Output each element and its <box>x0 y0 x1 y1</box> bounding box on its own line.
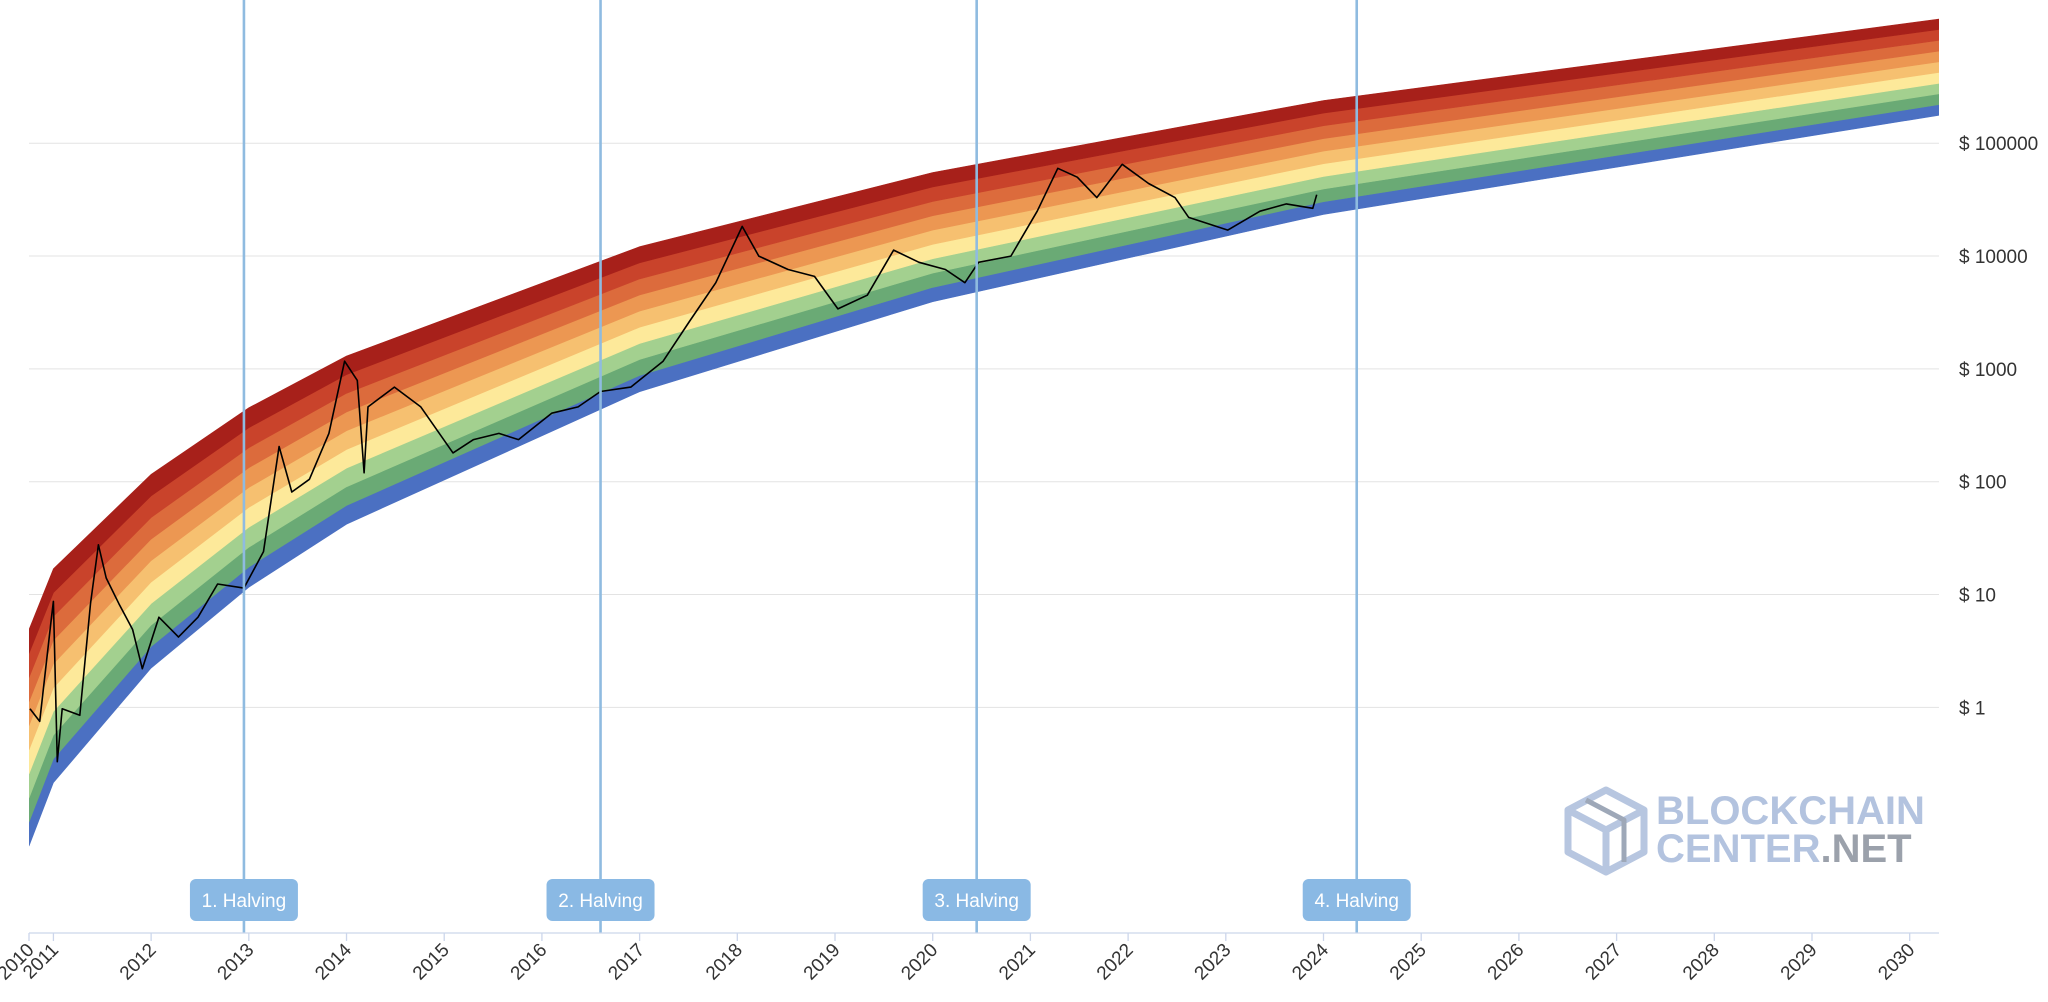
logo-inner <box>1584 797 1627 862</box>
rainbow-band <box>29 18 1939 654</box>
x-tick-label: 2028 <box>1679 940 1724 985</box>
halvings: 1. Halving 2. Halving 3. Halving 4. Halving <box>189 0 1411 933</box>
x-tick-label: 2021 <box>995 940 1040 985</box>
halving-badge <box>922 879 1031 921</box>
x-tick-label: 2020 <box>897 940 942 985</box>
halving-badge <box>546 879 655 921</box>
halving-badge <box>1302 879 1411 921</box>
halving-label: 1. Halving <box>202 891 287 912</box>
logo-cube <box>1566 806 1646 872</box>
y-tick-label: $ 1 <box>1959 698 1985 719</box>
y-tick-label: $ 10 <box>1959 586 1996 607</box>
x-tick-label: 2012 <box>116 940 161 985</box>
x-tick-label: 2014 <box>311 939 356 984</box>
rainbow <box>29 18 1939 847</box>
watermark-line1: BLOCKCHAIN <box>1656 789 1925 833</box>
x-tick-label: 2015 <box>409 940 454 985</box>
x-tick-label: 2016 <box>507 940 552 985</box>
x-tick-label: 2025 <box>1386 940 1431 985</box>
halving-label: 3. Halving <box>934 891 1019 912</box>
y-tick-label: $ 100 <box>1959 473 2007 494</box>
x-tick-label: 2017 <box>604 940 649 985</box>
y-tick-label: $ 10000 <box>1959 247 2028 268</box>
x-tick-label: 2022 <box>1093 940 1138 985</box>
x-tick-label: 2019 <box>800 940 845 985</box>
x-tick-label: 2013 <box>214 940 259 985</box>
y-tick-label: $ 1000 <box>1959 360 2017 381</box>
watermark: BLOCKCHAIN CENTER.NET <box>1564 786 1925 876</box>
price <box>29 163 1318 763</box>
watermark-center: CENTER <box>1656 827 1821 871</box>
watermark-net: .NET <box>1820 827 1911 871</box>
x-tick-label: 2018 <box>702 940 747 985</box>
x-tick-label: 2030 <box>1874 940 1919 985</box>
halving-label: 2. Halving <box>558 891 643 912</box>
x-tick-label: 2029 <box>1777 940 1822 985</box>
x-tick-label: 2024 <box>1288 939 1333 984</box>
price-line <box>29 163 1318 763</box>
x-tick-label: 2026 <box>1484 940 1529 985</box>
halving-badge <box>189 879 298 921</box>
x-tick-label: 2023 <box>1191 940 1236 985</box>
halving-label: 4. Halving <box>1314 891 1399 912</box>
watermark-line2: CENTER.NET <box>1656 827 1912 871</box>
x-tick-label: 2027 <box>1581 940 1626 985</box>
y-tick-label: $ 100000 <box>1959 134 2038 155</box>
